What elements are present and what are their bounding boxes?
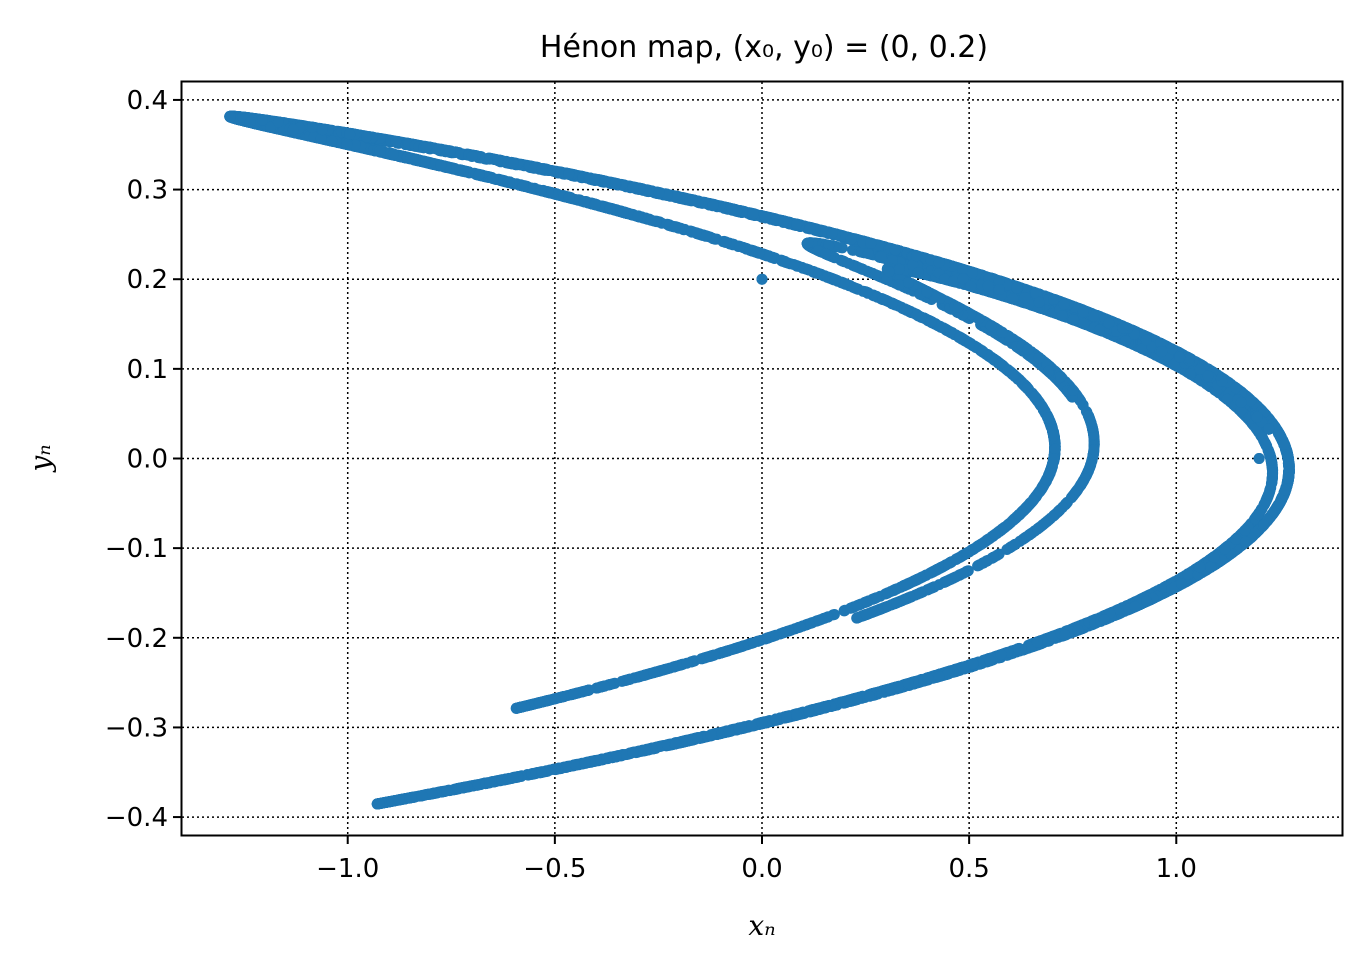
scatter-points [224, 110, 1295, 810]
chart-title: Hénon map, (x₀, y₀) = (0, 0.2) [540, 30, 988, 65]
grid-lines [182, 82, 1342, 835]
